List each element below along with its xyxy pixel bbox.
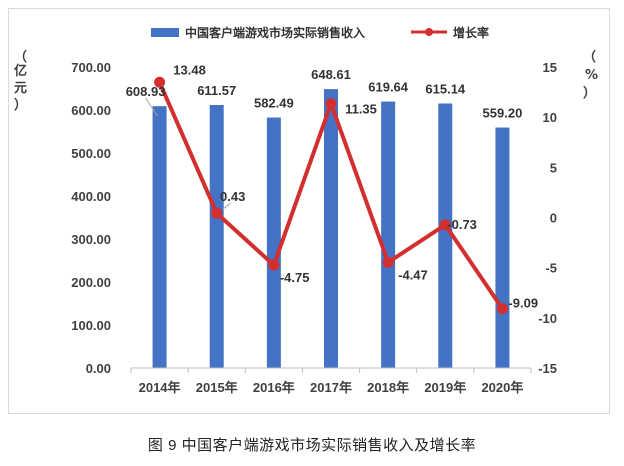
x-tick-label: 2014年	[139, 380, 181, 395]
y-axis-left-unit-paren-close: ）	[14, 97, 27, 113]
y-left-tick-label: 600.00	[71, 103, 111, 118]
y-left-tick-label: 200.00	[71, 275, 111, 290]
legend-line-marker	[425, 28, 433, 36]
growth-rate-point	[268, 259, 280, 271]
y-axis-left-unit-paren-open: （	[14, 49, 27, 65]
y-right-tick-label: 5	[550, 160, 557, 175]
x-tick-label: 2016年	[253, 380, 295, 395]
bar	[381, 101, 396, 368]
growth-rate-point	[496, 303, 508, 315]
legend-bar-swatch	[151, 28, 179, 37]
growth-rate-point	[154, 76, 166, 88]
bar-value-label: 619.64	[368, 80, 409, 95]
bar-value-label: 582.49	[254, 96, 294, 111]
chart-frame: 中国客户端游戏市场实际销售收入 增长率 （ 亿 元 ） （ % ） 0.00 10…	[8, 8, 610, 414]
line-data-labels: 13.48 0.43 -4.75 11.35 -4.47 -0.73 -9.09	[145, 62, 538, 311]
y-axis-right-unit-paren-open: （	[583, 49, 596, 65]
x-tick-label: 2018年	[367, 380, 409, 395]
x-tick-label: 2020年	[481, 380, 523, 395]
y-right-tick-label: -5	[545, 261, 557, 276]
y-right-tick-label: 10	[543, 110, 557, 125]
y-right-tick-label: -15	[538, 361, 557, 376]
y-axis-right-unit-symbol: %	[585, 68, 598, 83]
bar-value-label: 615.14	[425, 81, 466, 96]
x-axis: 2014年 2015年 2016年 2017年 2018年 2019年 2020年	[130, 368, 532, 395]
growth-rate-label: -4.47	[398, 267, 428, 282]
y-axis-right: -15 -10 -5 0 5 10 15	[538, 60, 557, 376]
bar-value-label: 559.20	[483, 106, 523, 121]
growth-rate-point	[325, 98, 337, 110]
growth-rate-label: -4.75	[280, 270, 310, 285]
growth-rate-label: 11.35	[345, 102, 377, 117]
leader-line	[222, 202, 232, 210]
bar	[495, 127, 510, 368]
bar	[266, 117, 281, 368]
bar	[209, 105, 224, 368]
growth-rate-label: -0.73	[447, 217, 477, 232]
bar-value-label: 648.61	[311, 67, 351, 82]
y-left-tick-label: 0.00	[86, 361, 111, 376]
y-left-tick-label: 400.00	[71, 189, 111, 204]
chart-svg: 中国客户端游戏市场实际销售收入 增长率 （ 亿 元 ） （ % ） 0.00 10…	[14, 25, 598, 395]
legend: 中国客户端游戏市场实际销售收入 增长率	[151, 25, 489, 40]
bar-value-label: 611.57	[197, 83, 236, 98]
y-right-tick-label: 15	[543, 60, 557, 75]
y-axis-left-unit: （ 亿 元 ）	[14, 49, 27, 113]
y-axis-right-unit-paren-close: ）	[583, 85, 596, 101]
bar-data-labels: 608.93 611.57 582.49 648.61 619.64 615.14 559.…	[126, 67, 523, 120]
legend-line-label: 增长率	[453, 25, 489, 40]
bar	[152, 106, 167, 369]
growth-rate-point	[382, 256, 394, 268]
y-left-tick-label: 500.00	[71, 146, 111, 161]
bar	[438, 103, 453, 368]
growth-rate-point	[439, 219, 451, 231]
growth-rate-label: -9.09	[508, 296, 538, 311]
growth-rate-label: 13.48	[173, 62, 206, 77]
bar	[324, 89, 338, 368]
y-axis-left-unit-char-2: 元	[14, 81, 27, 96]
y-axis-left-unit-char-1: 亿	[14, 63, 27, 79]
figure-caption: 图 9 中国客户端游戏市场实际销售收入及增长率	[147, 437, 477, 454]
y-axis-right-unit: （ % ）	[583, 49, 598, 101]
y-left-tick-label: 700.00	[71, 60, 111, 75]
y-left-tick-label: 100.00	[71, 318, 111, 333]
x-tick-label: 2019年	[424, 380, 466, 395]
line-series	[154, 76, 508, 315]
y-right-tick-label: 0	[550, 211, 557, 226]
growth-rate-point	[211, 207, 223, 219]
growth-rate-label: 0.43	[220, 189, 245, 204]
x-tick-label: 2015年	[196, 380, 238, 395]
y-right-tick-label: -10	[538, 311, 557, 326]
y-left-tick-label: 300.00	[71, 232, 111, 247]
x-tick-label: 2017年	[310, 380, 352, 395]
legend-bar-label: 中国客户端游戏市场实际销售收入	[185, 25, 365, 40]
y-axis-left: 0.00 100.00 200.00 300.00 400.00 500.00 600.00…	[71, 60, 111, 376]
leader-line	[145, 97, 158, 117]
bar-value-label: 608.93	[126, 84, 166, 99]
